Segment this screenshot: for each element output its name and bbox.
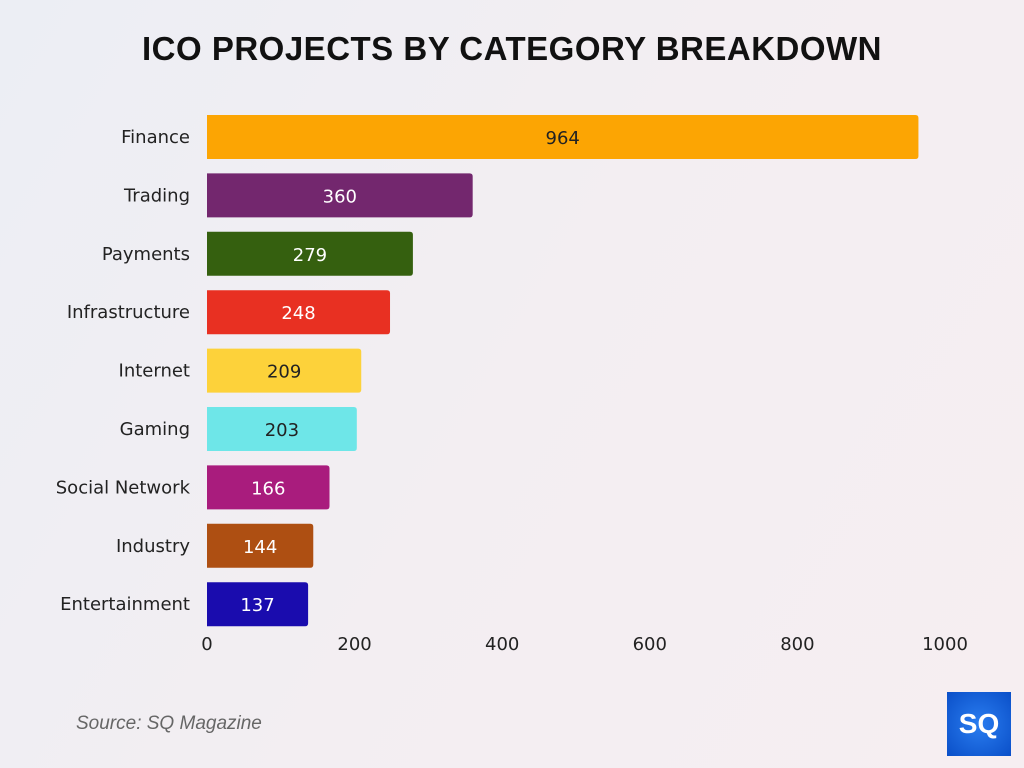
data-label: 203	[265, 420, 299, 441]
sq-logo: SQ	[947, 692, 1011, 756]
category-label: Infrastructure	[67, 302, 190, 323]
category-label: Internet	[119, 361, 190, 382]
bar-chart: Finance 964 Trading 360 Payments 279 Infrastru…	[56, 115, 968, 655]
x-tick-label: 800	[780, 634, 814, 655]
x-tick-label: 200	[337, 634, 371, 655]
x-tick-label: 0	[201, 634, 212, 655]
bar	[207, 231, 413, 276]
x-tick-label: 1000	[922, 634, 968, 655]
category-label: Finance	[121, 127, 190, 148]
data-label: 964	[546, 128, 580, 149]
source-text: Source: SQ Magazine	[76, 713, 262, 734]
bar	[207, 115, 919, 159]
data-label: 137	[240, 595, 274, 616]
data-label: 209	[267, 362, 301, 383]
bar	[207, 173, 473, 218]
x-tick-label: 400	[485, 634, 519, 655]
bar	[207, 407, 357, 451]
data-label: 279	[293, 245, 327, 266]
data-label: 144	[243, 537, 277, 558]
category-label: Payments	[102, 244, 190, 265]
bar	[207, 290, 391, 335]
logo-text: SQ	[958, 708, 1000, 739]
chart-title: ICO PROJECTS BY CATEGORY BREAKDOWN	[141, 30, 883, 67]
bar	[207, 348, 362, 393]
category-label: Entertainment	[60, 594, 190, 615]
bar	[207, 582, 309, 627]
bar	[207, 465, 330, 510]
category-label: Trading	[123, 185, 190, 206]
category-label: Gaming	[120, 419, 190, 440]
data-label: 248	[281, 303, 315, 324]
bar	[207, 523, 314, 568]
data-label: 166	[251, 478, 285, 499]
data-label: 360	[323, 186, 357, 207]
x-tick-label: 600	[633, 634, 667, 655]
category-label: Industry	[116, 536, 190, 557]
category-label: Social Network	[56, 477, 191, 498]
